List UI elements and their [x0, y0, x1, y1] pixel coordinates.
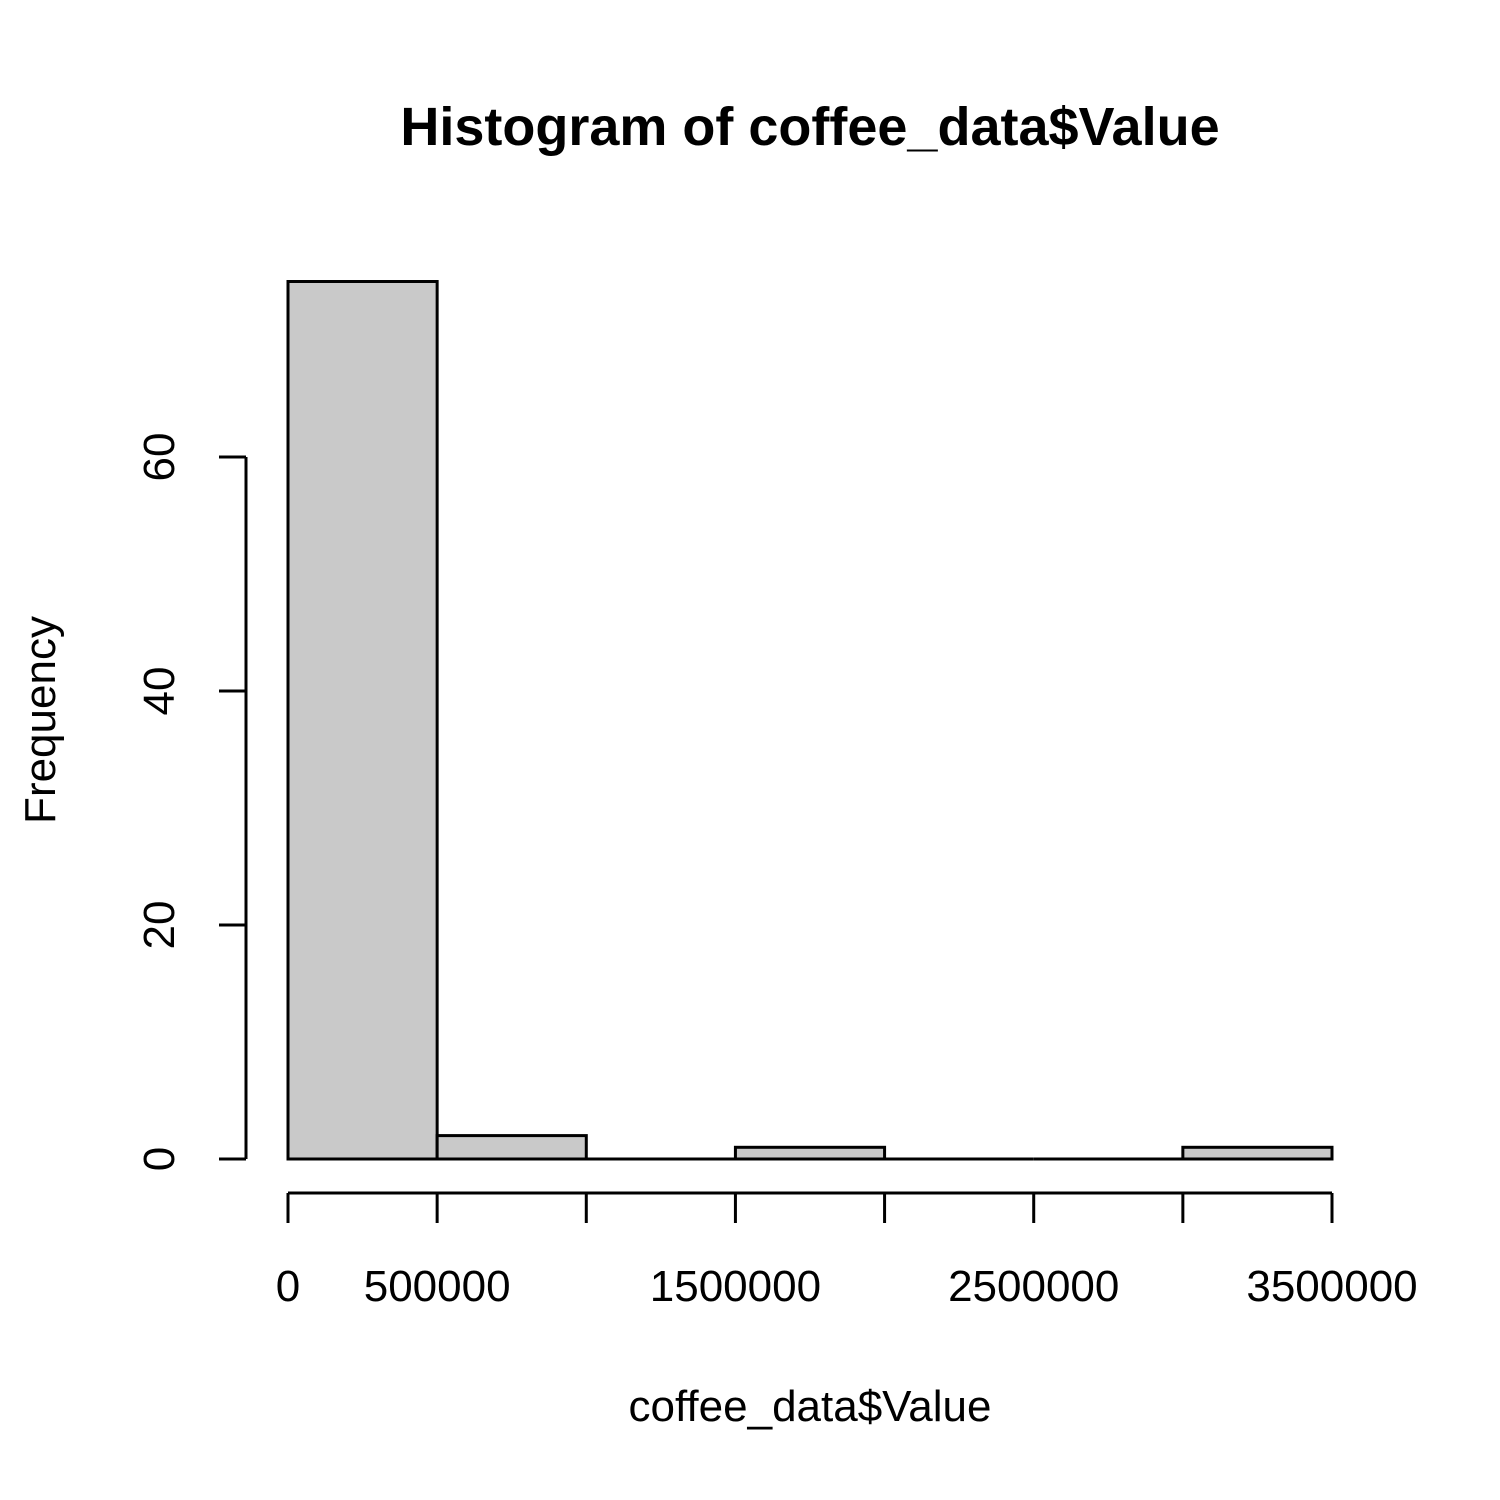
y-tick-label-0: 0 [135, 1147, 184, 1171]
y-axis: 0 20 40 60 [135, 433, 248, 1171]
bar-3 [733, 1145, 887, 1161]
x-axis: 0 500000 1500000 2500000 3500000 [276, 1191, 1418, 1311]
x-tick-label-0: 0 [276, 1262, 300, 1311]
x-tick-label-1: 500000 [364, 1262, 511, 1311]
y-axis-label: Frequency [16, 616, 65, 824]
bars-group [286, 280, 1334, 1161]
bar-0 [286, 280, 439, 1161]
x-axis-label: coffee_data$Value [629, 1382, 992, 1431]
x-tick-label-3: 1500000 [650, 1262, 821, 1311]
x-tick-label-7: 3500000 [1246, 1262, 1417, 1311]
bar-1 [435, 1134, 588, 1161]
x-tick-label-5: 2500000 [948, 1262, 1119, 1311]
y-tick-label-2: 40 [135, 667, 184, 716]
y-tick-label-1: 20 [135, 901, 184, 950]
chart-title: Histogram of coffee_data$Value [400, 97, 1219, 157]
y-tick-label-3: 60 [135, 433, 184, 482]
bar-6 [1181, 1145, 1334, 1161]
